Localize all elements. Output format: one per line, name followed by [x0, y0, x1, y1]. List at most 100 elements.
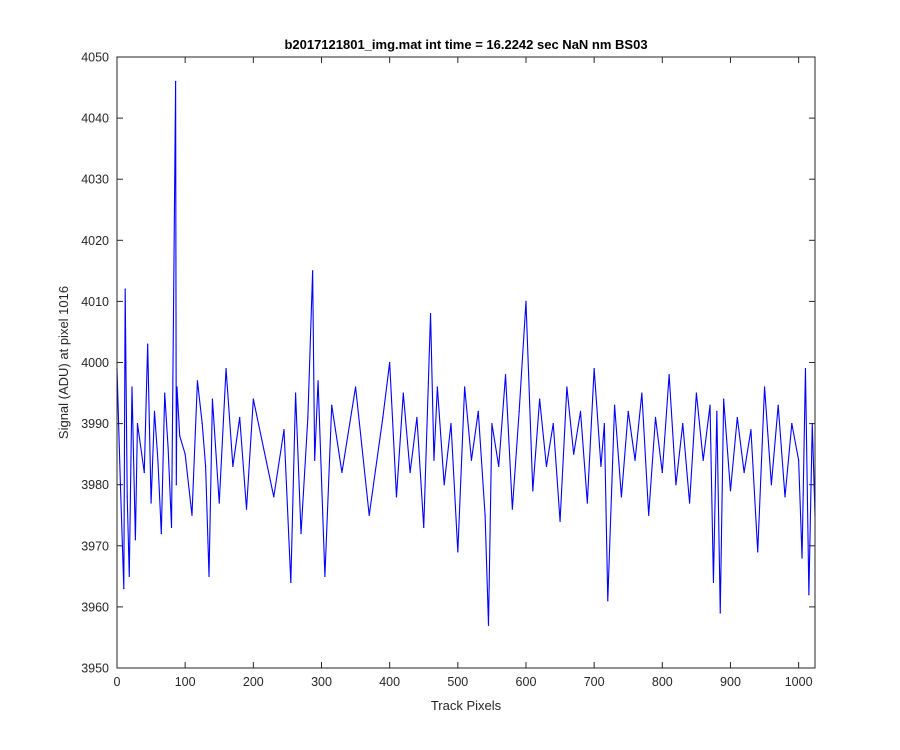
data-point	[801, 557, 803, 559]
data-point	[262, 447, 265, 449]
data-point	[416, 416, 418, 419]
y-tick-label: 3970	[81, 539, 109, 553]
data-point	[382, 416, 384, 419]
plot-box	[116, 56, 816, 669]
x-tick-label: 900	[720, 675, 741, 689]
y-tick-label: 3950	[81, 662, 109, 676]
series-0	[116, 80, 816, 626]
data-point	[709, 404, 711, 406]
data-point	[368, 514, 370, 516]
y-tick-label: 3980	[81, 478, 109, 492]
data-point	[395, 496, 398, 498]
data-point	[423, 526, 425, 529]
data-point	[695, 392, 697, 394]
data-point	[312, 270, 314, 272]
data-point	[225, 368, 227, 370]
data-point	[518, 410, 520, 412]
data-point	[668, 374, 670, 376]
data-point	[429, 313, 432, 315]
data-point	[811, 423, 813, 425]
data-point	[354, 386, 357, 388]
data-point	[157, 459, 159, 461]
data-point	[477, 410, 479, 412]
data-point	[119, 484, 122, 486]
data-point	[736, 416, 738, 419]
data-point	[634, 459, 636, 461]
data-point	[702, 459, 704, 461]
data-point	[409, 471, 411, 474]
data-point	[716, 410, 718, 412]
data-point	[389, 361, 391, 364]
x-tick-label: 100	[175, 675, 196, 689]
data-point	[245, 508, 248, 510]
data-point	[719, 612, 721, 614]
data-point	[750, 429, 752, 431]
x-axis-label: Track Pixels	[431, 698, 502, 713]
data-point	[525, 300, 527, 302]
data-point	[300, 532, 302, 535]
chart-title: b2017121801_img.mat int time = 16.2242 s…	[284, 37, 647, 52]
data-point	[675, 484, 677, 486]
data-point	[208, 575, 210, 577]
y-tick-label: 4040	[81, 112, 109, 126]
data-point	[763, 386, 766, 388]
data-point	[124, 288, 126, 290]
data-point	[179, 435, 181, 437]
data-point	[627, 410, 629, 412]
data-point	[566, 386, 568, 388]
data-point	[175, 484, 177, 486]
data-point	[126, 496, 128, 498]
data-point	[607, 600, 609, 602]
data-point	[324, 575, 326, 577]
data-point	[579, 410, 582, 412]
x-tick-label: 500	[447, 675, 468, 689]
data-point	[433, 459, 435, 461]
series-layer	[116, 80, 816, 626]
data-point	[743, 471, 745, 474]
data-point	[791, 423, 793, 425]
data-point	[307, 416, 309, 419]
y-tick-label: 4050	[81, 51, 109, 65]
x-tick-label: 800	[652, 675, 673, 689]
data-point	[317, 380, 319, 382]
data-point	[552, 423, 554, 425]
data-point	[777, 404, 779, 406]
data-point	[123, 587, 125, 590]
data-point	[729, 490, 732, 492]
x-tick-label: 300	[311, 675, 332, 689]
data-point	[294, 392, 297, 394]
data-point	[723, 398, 725, 400]
data-point	[784, 496, 786, 498]
data-point	[600, 465, 602, 467]
data-point	[532, 490, 534, 492]
data-point	[757, 551, 759, 553]
data-point	[164, 392, 166, 394]
data-point	[457, 551, 459, 553]
data-point	[170, 526, 173, 529]
data-point	[205, 465, 207, 467]
y-tick-label: 4010	[81, 295, 109, 309]
data-point	[654, 416, 657, 419]
data-point	[770, 484, 772, 486]
data-point	[150, 502, 152, 504]
y-tick-label: 4000	[81, 356, 109, 370]
data-point	[648, 514, 650, 516]
data-point	[559, 520, 561, 522]
x-tick-label: 400	[379, 675, 400, 689]
data-point	[603, 423, 605, 425]
data-point	[147, 343, 149, 345]
data-point	[586, 502, 588, 504]
y-axis-label: Signal (ADU) at pixel 1016	[56, 286, 71, 439]
data-point	[511, 508, 513, 510]
data-point	[176, 386, 178, 388]
data-point	[614, 404, 616, 406]
y-tick-label: 3960	[81, 600, 109, 614]
data-point	[573, 453, 575, 455]
data-point	[167, 447, 169, 449]
data-point	[798, 459, 800, 461]
data-point	[218, 502, 220, 504]
y-tick-label: 3990	[81, 417, 109, 431]
data-point	[153, 410, 156, 412]
series-line	[116, 80, 816, 626]
y-tick-label: 4030	[81, 173, 109, 187]
